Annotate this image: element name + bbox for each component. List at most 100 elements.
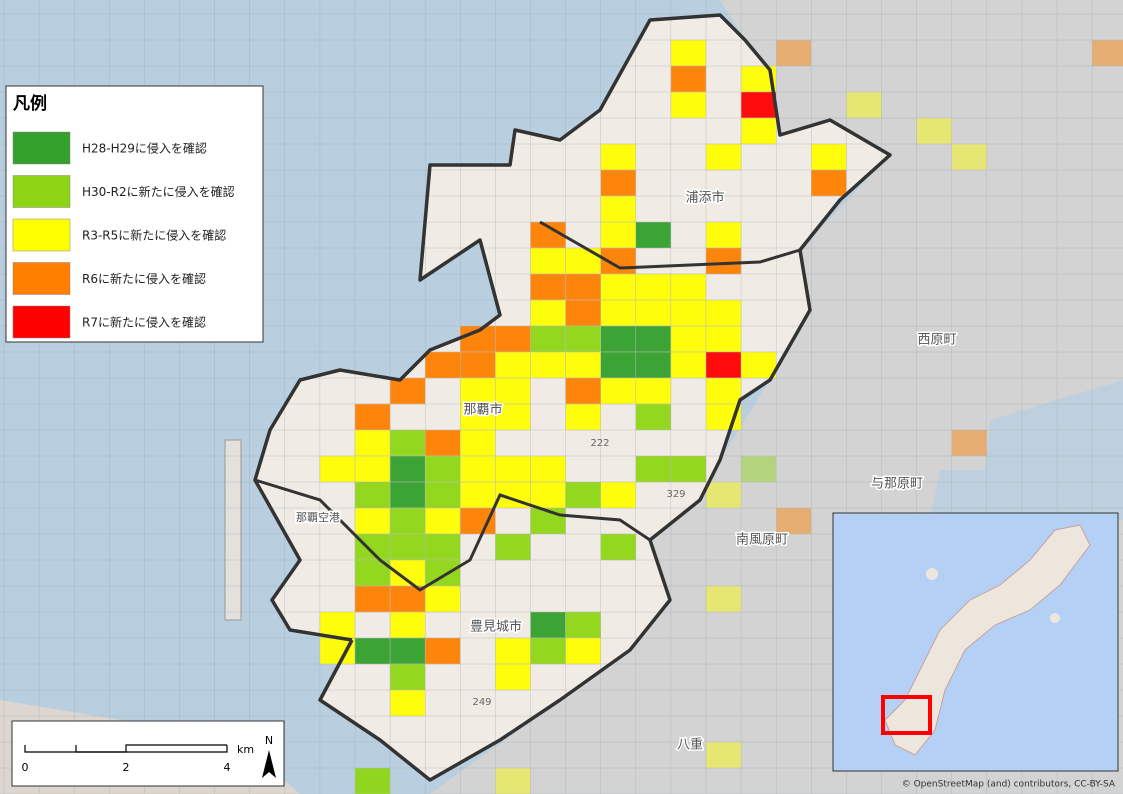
- grid-cell: [354, 507, 391, 535]
- grid-cell: [600, 143, 637, 171]
- grid-cell: [565, 351, 601, 379]
- grid-cell: [424, 351, 461, 379]
- scale-line: [75, 744, 227, 753]
- road-label: 222: [590, 438, 609, 449]
- grid-cell: [354, 585, 391, 613]
- place-label: 豊見城市: [470, 619, 522, 635]
- grid-cell: [495, 455, 531, 483]
- grid-cell: [635, 273, 672, 301]
- grid-cell: [600, 195, 637, 223]
- grid-cell: [705, 377, 742, 405]
- grid-cell: [565, 247, 601, 275]
- place-label: 浦添市: [685, 190, 724, 206]
- grid-cell: [495, 325, 531, 353]
- grid-cell: [354, 429, 391, 457]
- legend-label: R7に新たに侵入を確認: [82, 315, 206, 330]
- grid-cell: [530, 325, 566, 353]
- grid-cell: [740, 351, 777, 379]
- grid-cell: [460, 429, 496, 457]
- grid-cell: [354, 455, 391, 483]
- legend-title: 凡例: [13, 93, 47, 114]
- road-label: 249: [472, 697, 491, 708]
- grid-cell: [424, 429, 461, 457]
- place-label: 南風原町: [736, 532, 788, 548]
- legend-items: H28-H29に侵入を確認 H30-R2に新たに侵入を確認 R3-R5に新たに侵入を…: [12, 131, 235, 339]
- cells: [319, 39, 1123, 794]
- grid-cell: [530, 455, 566, 483]
- grid-cell: [565, 273, 601, 301]
- north-label: N: [265, 734, 273, 747]
- grid-cell: [495, 767, 531, 794]
- grid-cell: [424, 533, 461, 561]
- grid-cell: [635, 351, 672, 379]
- grid-cell: [495, 351, 531, 379]
- grid-cell: [424, 481, 461, 509]
- grid-cell: [811, 169, 847, 197]
- road-label: 329: [666, 489, 685, 500]
- grid-cell: [600, 221, 637, 249]
- legend-label: R6に新たに侵入を確認: [82, 271, 206, 286]
- north-arrow: [262, 750, 276, 778]
- grid-cell: [635, 221, 672, 249]
- grid-cell: [319, 455, 356, 483]
- legend-label: H30-R2に新たに侵入を確認: [82, 184, 235, 199]
- boundary: [254, 478, 651, 592]
- inset-extent: [881, 695, 932, 735]
- boundary: [539, 220, 801, 270]
- place-label: 那覇空港: [296, 510, 340, 524]
- grid-cell: [775, 39, 812, 67]
- scale-bar: 0 2 4 km N: [11, 720, 285, 787]
- grid-cell: [740, 117, 777, 145]
- grid-cell: [740, 455, 777, 483]
- scale-label: 4: [224, 761, 231, 774]
- grid-cell: [705, 351, 742, 379]
- legend-label: R3-R5に新たに侵入を確認: [82, 228, 226, 243]
- place-label: 八重: [677, 737, 703, 753]
- grid-cell: [670, 351, 707, 379]
- grid-cell: [354, 481, 391, 509]
- runway: [224, 439, 242, 621]
- inset-map: [832, 512, 1119, 772]
- grid-cell: [670, 65, 707, 93]
- grid-cell: [424, 585, 461, 613]
- place-label: 与那原町: [871, 477, 923, 492]
- grid-cell: [635, 377, 672, 405]
- grid-cell: [530, 611, 566, 639]
- grid-cell: [495, 533, 531, 561]
- grid-cell: [389, 637, 426, 665]
- grid-cell: [670, 273, 707, 301]
- grid-cell: [424, 637, 461, 665]
- legend-swatch: [12, 305, 71, 339]
- grid-cell: [495, 403, 531, 431]
- grid-cell: [319, 611, 356, 639]
- grid-cell: [389, 689, 426, 717]
- grid-cell: [354, 533, 391, 561]
- grid-cell: [389, 611, 426, 639]
- grid-cell: [951, 143, 988, 171]
- grid-cell: [530, 299, 566, 327]
- grid-cell: [670, 325, 707, 353]
- grid-cell: [460, 507, 496, 535]
- place-label: 西原町: [917, 333, 956, 348]
- grid-cell: [635, 403, 672, 431]
- grid-cell: [565, 403, 601, 431]
- grid-cell: [846, 91, 882, 119]
- grid-cell: [565, 637, 601, 665]
- grid-cell: [460, 377, 496, 405]
- grid-cell: [600, 325, 637, 353]
- grid-cell: [460, 403, 496, 431]
- scale-box: [11, 720, 285, 787]
- grid-cell: [1091, 39, 1123, 67]
- grid-cell: [705, 741, 742, 769]
- grid-cell: [600, 351, 637, 379]
- grid-cell: [565, 611, 601, 639]
- grid-cell: [670, 299, 707, 327]
- legend-swatch: [12, 131, 71, 165]
- place-label: 那覇市: [463, 402, 502, 418]
- inset-island: [926, 568, 938, 580]
- grid-cell: [354, 767, 391, 794]
- grid-cell: [389, 663, 426, 691]
- grid-cell: [916, 117, 952, 145]
- grid-cell: [705, 585, 742, 613]
